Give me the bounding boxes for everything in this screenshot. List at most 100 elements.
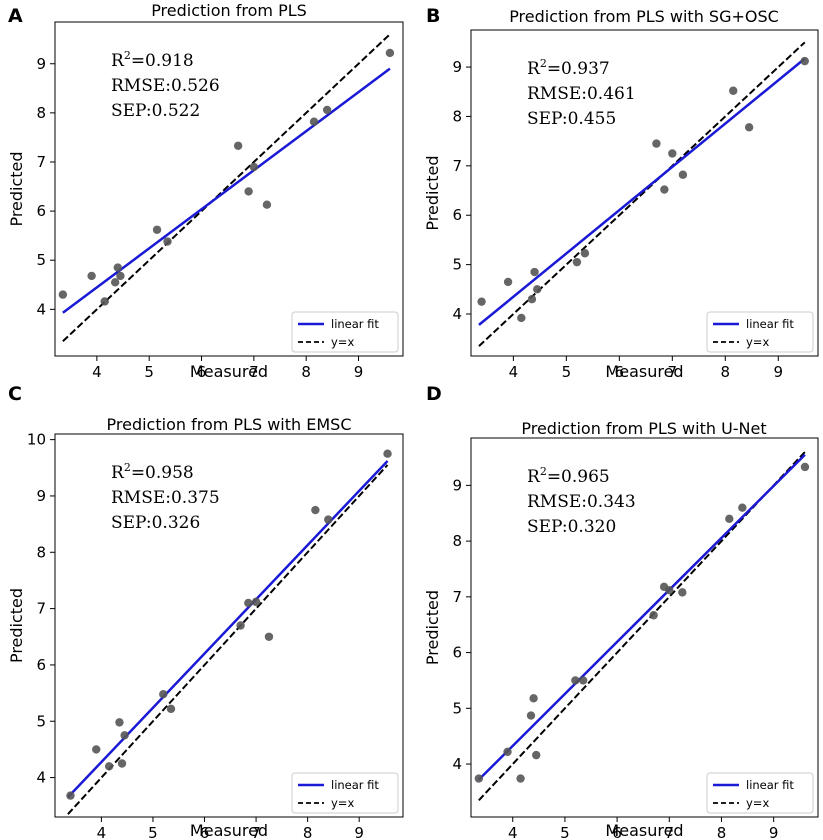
data-point <box>264 632 274 641</box>
x-tick-label: 5 <box>144 363 154 381</box>
data-point <box>113 263 122 272</box>
data-point <box>66 791 75 800</box>
r2-value: =0.918 <box>131 51 194 71</box>
x-tick-label: 9 <box>354 824 364 840</box>
x-tick-label: 8 <box>721 363 731 381</box>
linear-fit-line <box>478 57 806 326</box>
r2-prefix: R <box>527 467 541 487</box>
data-point <box>474 774 484 783</box>
data-point <box>668 149 677 158</box>
legend-label-fit: linear fit <box>331 317 379 331</box>
data-point <box>120 731 129 740</box>
r2-value: =0.958 <box>131 463 194 483</box>
r2-superscript: 2 <box>540 57 547 70</box>
panel-b: B Prediction from PLS with SG+OSC 4 5 6 7 8 9 4 5… <box>423 5 819 381</box>
data-point <box>92 745 101 754</box>
y-tick-label: 4 <box>452 305 462 323</box>
legend-label-identity: y=x <box>746 796 769 810</box>
data-point <box>249 162 259 172</box>
data-point <box>152 225 162 234</box>
x-tick-label: 9 <box>773 363 783 381</box>
data-point <box>530 267 539 277</box>
plot-frame <box>54 21 404 357</box>
legend-label-identity: y=x <box>746 335 769 349</box>
sep-annotation: SEP:0.455 <box>527 109 616 129</box>
y-tick-label: 7 <box>452 157 462 175</box>
panel-d: D Prediction from PLS with U-Net 4 5 6 7 8 9 4 5 6… <box>423 383 819 840</box>
x-tick-label: 6 <box>197 363 207 381</box>
data-point <box>385 48 395 58</box>
data-point <box>516 774 525 783</box>
x-tick-label: 8 <box>717 824 727 840</box>
data-point <box>660 185 669 194</box>
y-tick-label: 5 <box>452 699 462 717</box>
data-point <box>517 313 526 323</box>
data-point <box>159 690 168 699</box>
r2-prefix: R <box>111 51 125 71</box>
x-tick-label: 9 <box>354 363 364 381</box>
y-tick-label: 4 <box>36 300 46 318</box>
legend: linear fit y=x <box>706 311 814 353</box>
data-point <box>383 449 392 458</box>
legend-label-identity: y=x <box>331 335 354 349</box>
r2-value: =0.937 <box>547 59 610 79</box>
identity-line <box>67 464 389 815</box>
y-tick-label: 7 <box>36 600 46 618</box>
r2-annotation: R2=0.965 <box>527 465 610 487</box>
plot-frame <box>54 433 404 818</box>
legend-label-identity: y=x <box>331 796 354 810</box>
data-point <box>322 105 332 115</box>
data-point <box>100 297 109 306</box>
r2-prefix: R <box>527 59 541 79</box>
y-tick-label: 8 <box>452 107 462 125</box>
x-tick-label: 8 <box>301 363 311 381</box>
y-tick-label: 7 <box>36 153 46 171</box>
panel-c: C Prediction from PLS with EMSC 4 5 6 7 8 9 4 5 6 7… <box>7 383 404 840</box>
panel-letter: B <box>426 5 440 27</box>
x-tick-label: 6 <box>615 363 625 381</box>
data-point <box>117 759 127 768</box>
panel-a: A Prediction from PLS 4 5 6 7 8 9 4 5 6 7 8 9 Measured… <box>7 1 404 381</box>
data-point <box>738 503 747 512</box>
data-point <box>87 271 96 281</box>
data-point <box>58 290 68 299</box>
plot-frame <box>470 437 819 818</box>
data-point <box>744 123 754 132</box>
data-point <box>251 597 261 607</box>
sep-annotation: SEP:0.522 <box>111 101 200 121</box>
y-tick-label: 8 <box>36 543 46 561</box>
x-tick-label: 6 <box>612 824 622 840</box>
y-tick-label: 6 <box>36 656 46 674</box>
data-point <box>116 271 125 281</box>
x-tick-label: 7 <box>249 363 259 381</box>
data-point <box>503 277 513 287</box>
x-tick-label: 6 <box>200 824 210 840</box>
y-tick-label: 6 <box>452 206 462 224</box>
y-axis-label: Predicted <box>423 590 442 665</box>
chart-title: Prediction from PLS with U-Net <box>521 419 766 438</box>
data-point <box>725 514 734 524</box>
sep-annotation: SEP:0.326 <box>111 513 200 533</box>
data-point <box>104 762 114 771</box>
legend-label-fit: linear fit <box>746 778 794 792</box>
y-axis-label: Predicted <box>423 155 442 230</box>
identity-line <box>62 33 391 342</box>
linear-fit-line <box>62 67 391 314</box>
y-tick-label: 5 <box>36 712 46 730</box>
x-tick-label: 5 <box>560 824 570 840</box>
data-point <box>800 56 809 66</box>
panel-letter: D <box>426 383 442 405</box>
sep-annotation: SEP:0.320 <box>527 517 616 537</box>
data-point <box>533 285 542 294</box>
y-tick-label: 5 <box>36 251 46 269</box>
data-point <box>526 711 536 720</box>
x-axis-label: Measured <box>190 821 268 840</box>
y-tick-label: 9 <box>36 55 46 73</box>
data-point <box>324 515 333 524</box>
r2-superscript: 2 <box>124 461 131 474</box>
data-point <box>578 676 588 685</box>
data-point <box>580 249 590 258</box>
r2-annotation: R2=0.958 <box>111 461 194 483</box>
legend-label-fit: linear fit <box>746 317 794 331</box>
data-point <box>652 139 661 148</box>
